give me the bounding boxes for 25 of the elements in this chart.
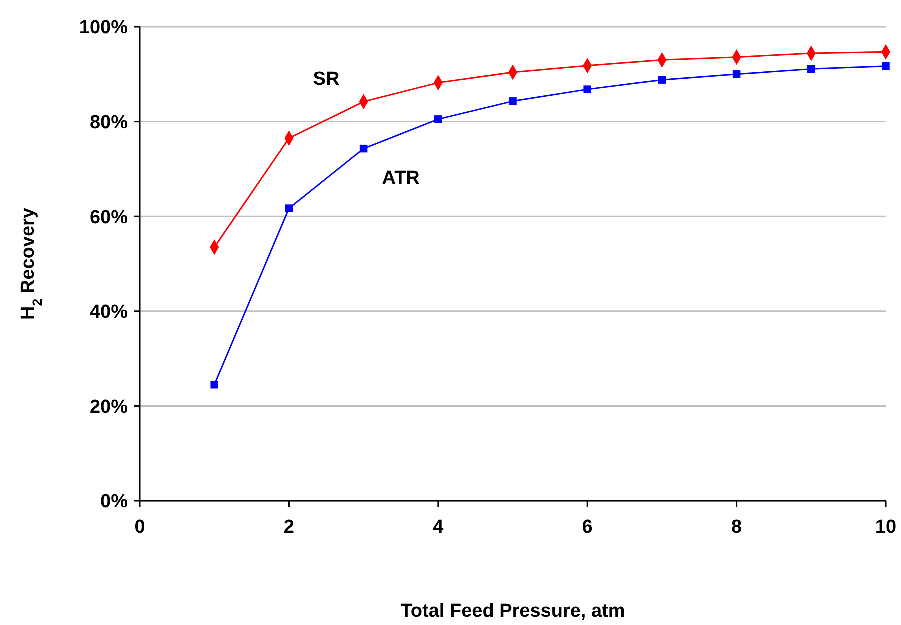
y-tick-label: 0%	[100, 492, 128, 513]
y-tick-label: 60%	[90, 207, 128, 228]
point	[658, 76, 666, 84]
x-tick-label: 10	[875, 517, 897, 538]
point	[732, 70, 741, 78]
x-tick-label: 8	[732, 517, 742, 538]
point	[285, 204, 294, 212]
x-tick-label: 2	[284, 517, 294, 538]
y-tick-label: 20%	[90, 396, 128, 418]
x-tick-label: 6	[582, 517, 593, 538]
series-label: ATR	[382, 168, 420, 190]
y-tick-label: 40%	[90, 302, 128, 324]
point	[434, 116, 442, 124]
y-tick-label: 100%	[79, 18, 128, 39]
point	[808, 65, 816, 74]
series-label: SR	[313, 69, 340, 90]
point	[210, 380, 218, 389]
x-axis-title: Total Feed Pressure, atm	[400, 601, 626, 622]
point	[360, 144, 368, 153]
point	[509, 98, 517, 106]
point	[882, 62, 890, 70]
y-tick-label: 80%	[90, 112, 128, 134]
x-tick-label: 4	[433, 517, 444, 538]
x-tick-label: 0	[134, 517, 146, 538]
point	[584, 86, 592, 94]
